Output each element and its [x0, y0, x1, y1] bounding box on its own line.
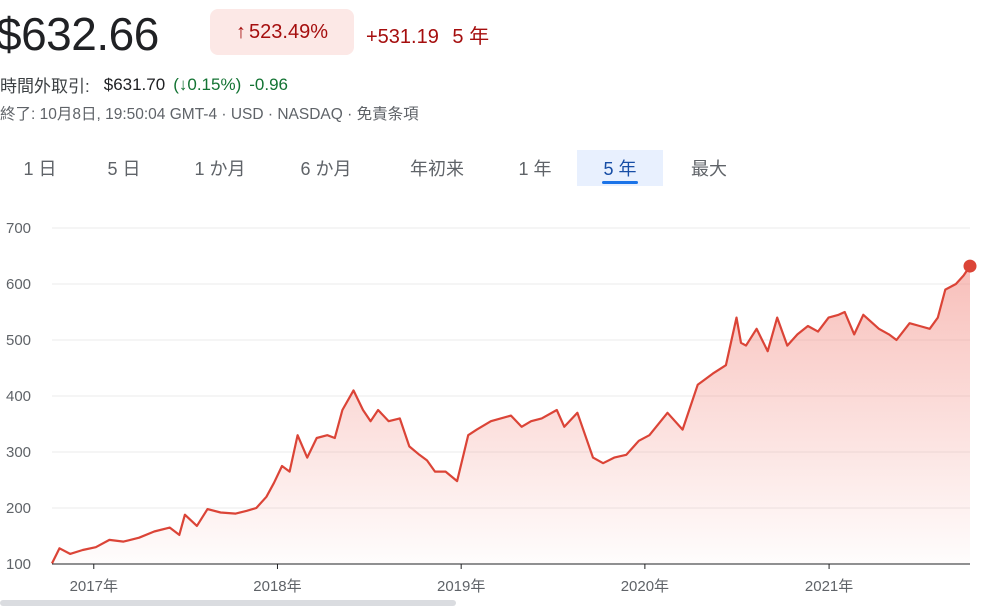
change-badge: ↑ 523.49% — [210, 9, 354, 55]
tab-label: 1 か月 — [194, 159, 246, 179]
tab-1-year[interactable]: 1 年 — [507, 150, 563, 186]
arrow-up-icon: ↑ — [236, 20, 247, 43]
market-meta-line: 終了: 10月8日, 19:50:04 GMT-4 · USD · NASDAQ… — [0, 106, 419, 123]
current-price-marker[interactable] — [963, 259, 977, 273]
after-hours-close-paren: ) — [235, 74, 242, 94]
x-tick-label: 2021年 — [805, 578, 853, 595]
after-hours-percent: 0.15% — [187, 74, 236, 94]
tab-label: 1 日 — [23, 159, 57, 179]
after-hours-price: $631.70 — [103, 74, 166, 94]
tab-1-day[interactable]: 1 日 — [12, 150, 68, 186]
price-line — [51, 265, 971, 564]
x-tick-label: 2020年 — [621, 578, 669, 595]
x-tick-label: 2018年 — [253, 578, 301, 595]
horizontal-scrollbar[interactable] — [0, 600, 456, 606]
tab-label: 5 日 — [107, 159, 141, 179]
tab-5-days[interactable]: 5 日 — [96, 150, 152, 186]
arrow-down-icon: ↓ — [178, 74, 188, 94]
price-value: $632.66 — [0, 8, 159, 60]
tab-max[interactable]: 最大 — [678, 150, 740, 186]
price-chart[interactable]: 100 200 300 400 500 600 700 2017年 2018年 2019年 2020… — [0, 200, 986, 600]
tab-label: 5 年 — [603, 159, 637, 179]
tab-1-month[interactable]: 1 か月 — [182, 150, 258, 186]
y-tick-label: 400 — [6, 388, 31, 405]
y-tick-label: 100 — [6, 556, 31, 573]
y-tick-label: 200 — [6, 500, 31, 517]
tab-ytd[interactable]: 年初来 — [395, 150, 479, 186]
x-tick-label: 2019年 — [437, 578, 485, 595]
absolute-change-value: +531.19 — [366, 26, 439, 48]
after-hours-change: -0.96 — [249, 74, 288, 94]
change-period: 5 年 — [452, 26, 490, 48]
tab-label: 年初来 — [410, 159, 464, 179]
y-tick-label: 600 — [6, 276, 31, 293]
range-tabs: 1 日 5 日 1 か月 6 か月 年初来 1 年 5 年 最大 — [0, 146, 986, 186]
tab-label: 1 年 — [518, 159, 552, 179]
after-hours-label: 時間外取引: — [0, 77, 90, 96]
tab-label: 最大 — [691, 159, 727, 179]
after-hours-row: 時間外取引: $631.70 ( ↓ 0.15% ) -0.96 — [0, 72, 288, 97]
x-tick-label: 2017年 — [70, 578, 118, 595]
absolute-change: +531.19 5 年 — [366, 20, 489, 49]
tab-5-years[interactable]: 5 年 — [577, 150, 663, 186]
change-percent: 523.49% — [249, 20, 328, 43]
tab-6-months[interactable]: 6 か月 — [287, 150, 365, 186]
y-tick-label: 300 — [6, 444, 31, 461]
y-tick-label: 700 — [6, 220, 31, 237]
y-tick-label: 500 — [6, 332, 31, 349]
after-hours-open-paren: ( — [173, 74, 179, 94]
tab-label: 6 か月 — [300, 159, 352, 179]
